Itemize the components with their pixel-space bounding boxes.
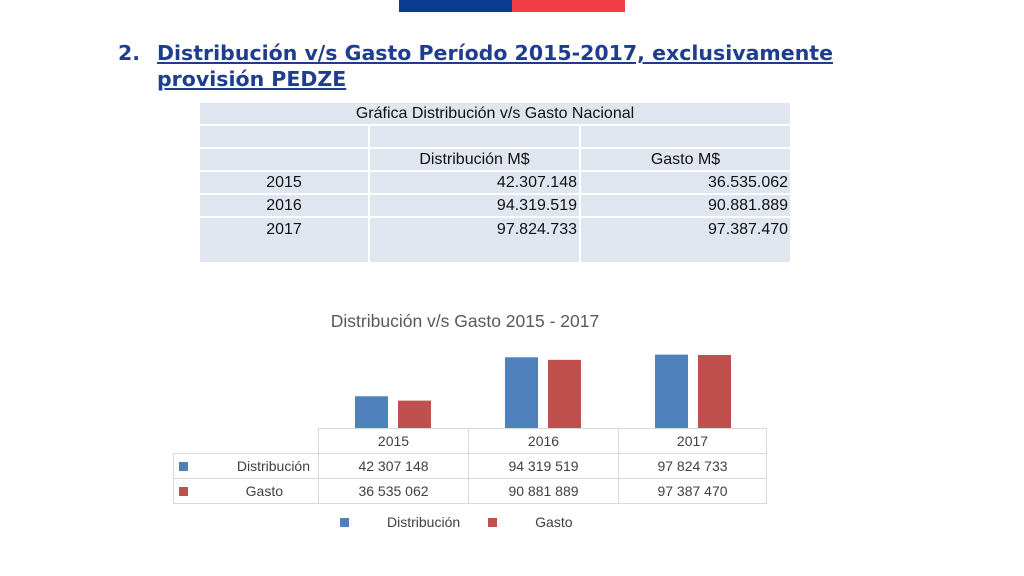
chart-legend: Distribución Gasto [340, 513, 573, 531]
table-cell-empty [578, 124, 793, 149]
data-label: 97 824 733 [618, 453, 767, 479]
flag-stripe-blue [399, 0, 512, 12]
bar-gasto-2016 [548, 359, 581, 428]
table-title: Gráfica Distribución v/s Gasto Nacional [197, 101, 793, 126]
table-cell-year: 2016 [198, 193, 370, 218]
table-header-gasto: Gasto M$ [578, 147, 793, 172]
table-cell-gasto: 97.387.470 [578, 216, 793, 264]
data-table-category: 2015 [318, 428, 469, 454]
data-table-row: Distribución 42 307 148 94 319 519 97 82… [173, 453, 767, 479]
data-label: 90 881 889 [468, 478, 619, 504]
series-name: Distribución [236, 458, 310, 474]
data-table-corner [173, 428, 319, 454]
table-cell-empty [198, 147, 370, 172]
table-header-distribucion: Distribución M$ [368, 147, 581, 172]
series-key-distribucion [179, 462, 188, 471]
data-table-series-label: Distribución [173, 453, 319, 479]
data-table-series-label: Gasto [173, 478, 319, 504]
table-cell-distribucion: 42.307.148 [368, 170, 581, 195]
table-cell-gasto: 36.535.062 [578, 170, 793, 195]
data-table-row: Gasto 36 535 062 90 881 889 97 387 470 [173, 478, 767, 504]
chart-title: Distribución v/s Gasto 2015 - 2017 [330, 311, 600, 331]
table-cell-empty [368, 124, 581, 149]
data-label: 94 319 519 [468, 453, 619, 479]
data-table-category: 2016 [468, 428, 619, 454]
heading-number: 2. [118, 41, 141, 65]
bar-gasto-2015 [398, 400, 431, 428]
bar-distribución-2015 [355, 396, 388, 428]
data-table-category: 2017 [618, 428, 767, 454]
legend-label: Gasto [535, 514, 573, 530]
table-cell-gasto: 90.881.889 [578, 193, 793, 218]
legend-key-gasto [488, 517, 498, 527]
series-name: Gasto [245, 483, 283, 499]
table-cell-year: 2015 [198, 170, 370, 195]
summary-table: Gráfica Distribución v/s Gasto Nacional … [197, 101, 793, 264]
table-cell-empty [198, 124, 370, 149]
legend-item: Distribución [340, 514, 460, 530]
legend-key-distribucion [340, 517, 349, 527]
bar-distribución-2016 [505, 357, 538, 428]
bar-distribución-2017 [655, 354, 688, 428]
series-key-gasto [179, 487, 188, 496]
table-cell-distribucion: 94.319.519 [368, 193, 581, 218]
heading-text: Distribución v/s Gasto Período 2015-2017… [157, 41, 833, 91]
table-cell-distribucion: 97.824.733 [368, 216, 581, 264]
flag-stripe-red [512, 0, 625, 12]
table-cell-year: 2017 [198, 216, 370, 264]
data-label: 97 387 470 [618, 478, 767, 504]
table-row: 2017 97.824.733 97.387.470 [198, 216, 793, 264]
legend-label: Distribución [387, 514, 461, 530]
bar-gasto-2017 [698, 354, 731, 428]
data-label: 42 307 148 [318, 453, 469, 479]
legend-item: Gasto [488, 514, 573, 530]
data-label: 36 535 062 [318, 478, 469, 504]
table-row: 2015 42.307.148 36.535.062 [198, 170, 793, 195]
table-row: 2016 94.319.519 90.881.889 [198, 193, 793, 218]
slide-heading: 2. Distribución v/s Gasto Período 2015-2… [118, 40, 888, 92]
chart-data-table: 2015 2016 2017 Distribución 42 307 148 9… [173, 428, 767, 504]
